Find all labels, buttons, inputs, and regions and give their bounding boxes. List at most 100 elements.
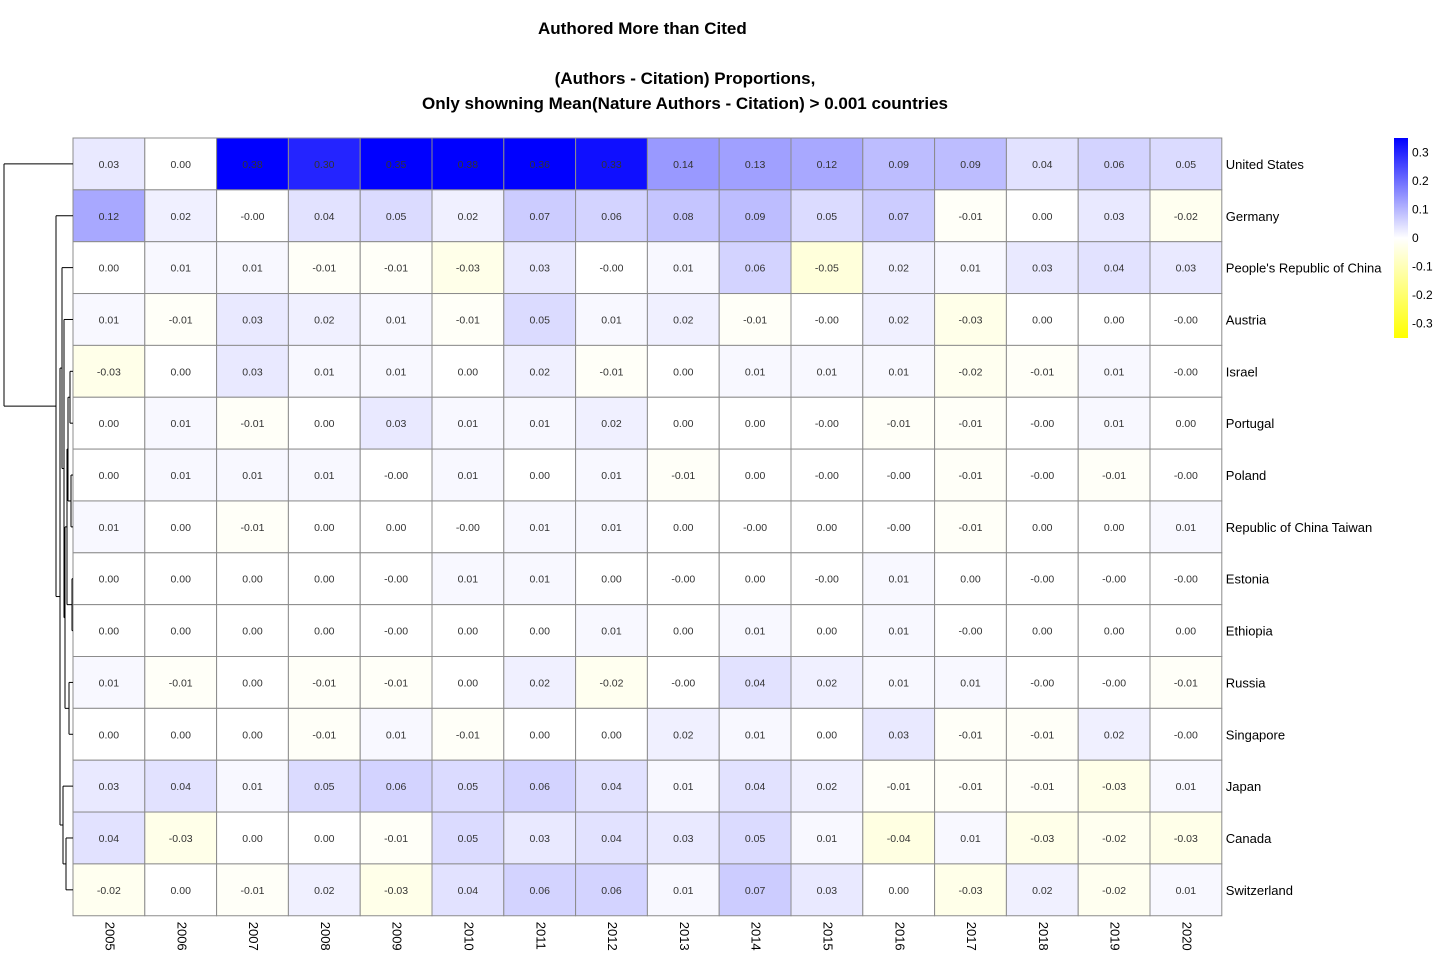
heatmap-cell — [646, 500, 720, 554]
heatmap-cell — [1149, 293, 1223, 346]
row-label: United States — [1226, 157, 1305, 172]
heatmap-cell — [72, 293, 146, 346]
heatmap-cell — [431, 604, 505, 658]
heatmap-cell — [1149, 604, 1223, 658]
row-dendrogram — [3, 163, 73, 891]
heatmap-cell — [503, 604, 577, 658]
cell-value-label: -0.00 — [671, 574, 695, 586]
heatmap-cell — [503, 500, 577, 554]
cell-value-label: 0.05 — [745, 833, 766, 845]
heatmap-cell — [144, 500, 218, 554]
row-label: Switzerland — [1226, 883, 1293, 898]
cell-value-label: -0.00 — [456, 522, 480, 534]
heatmap-cell — [1005, 656, 1079, 709]
cell-value-label: 0.00 — [314, 418, 335, 430]
heatmap-cell — [216, 552, 289, 606]
cell-value-label: 0.00 — [745, 574, 766, 586]
heatmap-cell — [144, 189, 218, 243]
heatmap-cell — [359, 448, 433, 502]
heatmap-cell — [790, 656, 864, 709]
heatmap-cell — [934, 500, 1007, 554]
heatmap-cell — [287, 552, 361, 606]
cell-value-label: 0.05 — [1176, 159, 1197, 171]
cell-value-label: -0.02 — [600, 677, 624, 689]
cell-value-label: -0.01 — [887, 418, 911, 430]
heatmap-cell — [718, 241, 792, 295]
legend-tick-label: -0.2 — [1412, 288, 1433, 302]
cell-value-label: -0.01 — [241, 522, 265, 534]
cell-value-label: 0.00 — [386, 522, 407, 534]
cell-value-label: 0.01 — [242, 263, 263, 275]
heatmap-cell — [646, 604, 720, 658]
cell-value-label: 0.01 — [960, 263, 981, 275]
heatmap-cell — [216, 241, 289, 295]
column-label: 2008 — [318, 922, 333, 951]
cell-value-label: -0.03 — [456, 263, 480, 275]
heatmap-cell — [144, 863, 218, 917]
heatmap-cell — [718, 396, 792, 450]
cell-value-label: 0.02 — [888, 263, 909, 275]
cell-value-label: 0.00 — [314, 626, 335, 638]
cell-value-label: 0.01 — [386, 366, 407, 378]
heatmap-cell — [287, 448, 361, 502]
heatmap-cell — [934, 811, 1007, 865]
heatmap-cell — [72, 500, 146, 554]
heatmap-cell — [72, 552, 146, 606]
cell-value-label: -0.00 — [671, 677, 695, 689]
cell-value-label: -0.00 — [1174, 470, 1198, 482]
cell-value-label: 0.00 — [314, 522, 335, 534]
cell-value-label: -0.01 — [671, 470, 695, 482]
heatmap-cell — [646, 189, 720, 243]
cell-value-label: 0.07 — [529, 211, 550, 223]
heatmap-cell — [934, 552, 1007, 606]
cell-value-label: 0.02 — [601, 418, 622, 430]
heatmap-cell — [934, 241, 1007, 295]
cell-value-label: -0.01 — [384, 833, 408, 845]
cell-value-label: -0.03 — [1174, 833, 1198, 845]
heatmap-cell — [862, 344, 936, 398]
heatmap-cell — [575, 344, 648, 398]
column-label: 2013 — [677, 922, 692, 951]
cell-value-label: 0.00 — [1032, 626, 1053, 638]
heatmap-cell — [144, 552, 218, 606]
heatmap-cell — [934, 448, 1007, 502]
cell-value-label: 0.00 — [1176, 626, 1197, 638]
heatmap-cell — [934, 189, 1007, 243]
heatmap-cell — [1005, 604, 1079, 658]
cell-value-label: 0.01 — [1176, 522, 1197, 534]
cell-value-label: 0.06 — [386, 781, 407, 793]
cell-value-label: 0.00 — [170, 522, 191, 534]
heatmap-cell — [503, 293, 577, 346]
cell-value-label: -0.00 — [1174, 366, 1198, 378]
cell-value-label: 0.04 — [458, 885, 479, 897]
column-label: 2007 — [246, 922, 261, 951]
heatmap-cell — [431, 863, 505, 917]
cell-value-label: 0.01 — [1104, 366, 1125, 378]
heatmap-cell — [1149, 137, 1223, 191]
heatmap-cell — [431, 552, 505, 606]
heatmap-cell — [216, 448, 289, 502]
heatmap-cell — [1077, 863, 1151, 917]
cell-value-label: 0.03 — [529, 833, 550, 845]
heatmap-cell — [503, 656, 577, 709]
cell-value-label: 0.00 — [817, 729, 838, 741]
heatmap-cell — [503, 137, 577, 191]
cell-value-label: -0.01 — [1030, 366, 1054, 378]
cell-value-label: -0.00 — [1030, 574, 1054, 586]
cell-value-label: 0.01 — [529, 522, 550, 534]
heatmap-cell — [72, 656, 146, 709]
cell-value-label: 0.01 — [386, 729, 407, 741]
cell-value-label: -0.03 — [384, 885, 408, 897]
heatmap-cell — [646, 811, 720, 865]
cell-value-label: -0.02 — [1102, 885, 1126, 897]
cell-value-label: 0.03 — [99, 159, 120, 171]
column-label: 2017 — [964, 922, 979, 951]
column-label: 2020 — [1179, 922, 1194, 951]
cell-value-label: -0.01 — [959, 781, 983, 793]
heatmap-cell — [359, 293, 433, 346]
cell-value-label: -0.00 — [815, 574, 839, 586]
cell-value-label: 0.36 — [529, 159, 550, 171]
heatmap-cell — [503, 344, 577, 398]
heatmap-cell — [790, 811, 864, 865]
cell-value-label: 0.00 — [99, 263, 120, 275]
